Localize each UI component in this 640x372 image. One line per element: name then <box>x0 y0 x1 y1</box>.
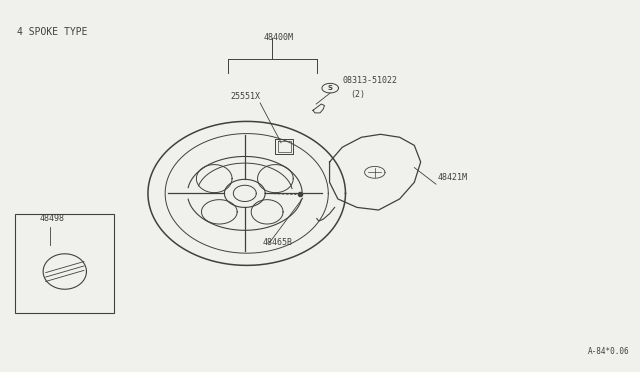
Text: 48498: 48498 <box>40 214 65 223</box>
Text: S: S <box>328 85 333 91</box>
Text: 08313-51022: 08313-51022 <box>342 76 397 84</box>
Text: A-84*0.06: A-84*0.06 <box>588 347 629 356</box>
Text: 48421M: 48421M <box>438 173 468 182</box>
Text: 4 SPOKE TYPE: 4 SPOKE TYPE <box>17 27 88 37</box>
Text: (2): (2) <box>351 90 365 99</box>
Text: 48465B: 48465B <box>262 238 292 247</box>
Text: 25551X: 25551X <box>231 92 260 101</box>
Bar <box>15 214 114 313</box>
Text: 48400M: 48400M <box>264 33 294 42</box>
